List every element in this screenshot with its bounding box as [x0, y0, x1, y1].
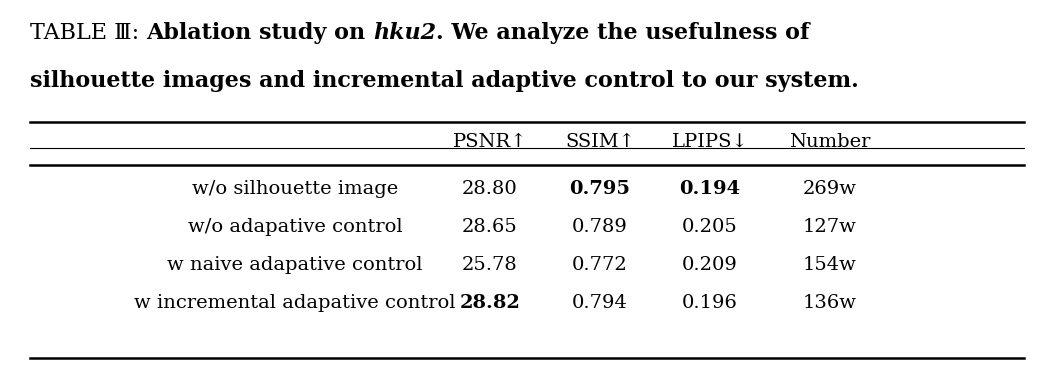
- Text: 136w: 136w: [803, 294, 857, 312]
- Text: 0.789: 0.789: [572, 218, 628, 236]
- Text: 28.65: 28.65: [462, 218, 518, 236]
- Text: 154w: 154w: [803, 256, 857, 274]
- Text: silhouette images and incremental adaptive control to our system.: silhouette images and incremental adapti…: [30, 70, 859, 92]
- Text: TABLE Ⅲ:: TABLE Ⅲ:: [30, 22, 147, 44]
- Text: 0.205: 0.205: [682, 218, 738, 236]
- Text: 25.78: 25.78: [462, 256, 518, 274]
- Text: w/o adapative control: w/o adapative control: [188, 218, 403, 236]
- Text: 0.194: 0.194: [680, 180, 741, 198]
- Text: hku2: hku2: [373, 22, 436, 44]
- Text: Ablation study on: Ablation study on: [147, 22, 373, 44]
- Text: 28.82: 28.82: [460, 294, 521, 312]
- Text: Number: Number: [789, 133, 871, 151]
- Text: 0.209: 0.209: [682, 256, 738, 274]
- Text: w incremental adapative control: w incremental adapative control: [134, 294, 455, 312]
- Text: 0.795: 0.795: [569, 180, 630, 198]
- Text: 0.794: 0.794: [572, 294, 628, 312]
- Text: 269w: 269w: [803, 180, 857, 198]
- Text: 127w: 127w: [803, 218, 857, 236]
- Text: LPIPS↓: LPIPS↓: [671, 133, 748, 151]
- Text: 28.80: 28.80: [462, 180, 518, 198]
- Text: . We analyze the usefulness of: . We analyze the usefulness of: [436, 22, 809, 44]
- Text: PSNR↑: PSNR↑: [452, 133, 527, 151]
- Text: 0.196: 0.196: [682, 294, 738, 312]
- Text: SSIM↑: SSIM↑: [565, 133, 635, 151]
- Text: 0.772: 0.772: [572, 256, 628, 274]
- Text: w naive adapative control: w naive adapative control: [168, 256, 423, 274]
- Text: w/o silhouette image: w/o silhouette image: [192, 180, 398, 198]
